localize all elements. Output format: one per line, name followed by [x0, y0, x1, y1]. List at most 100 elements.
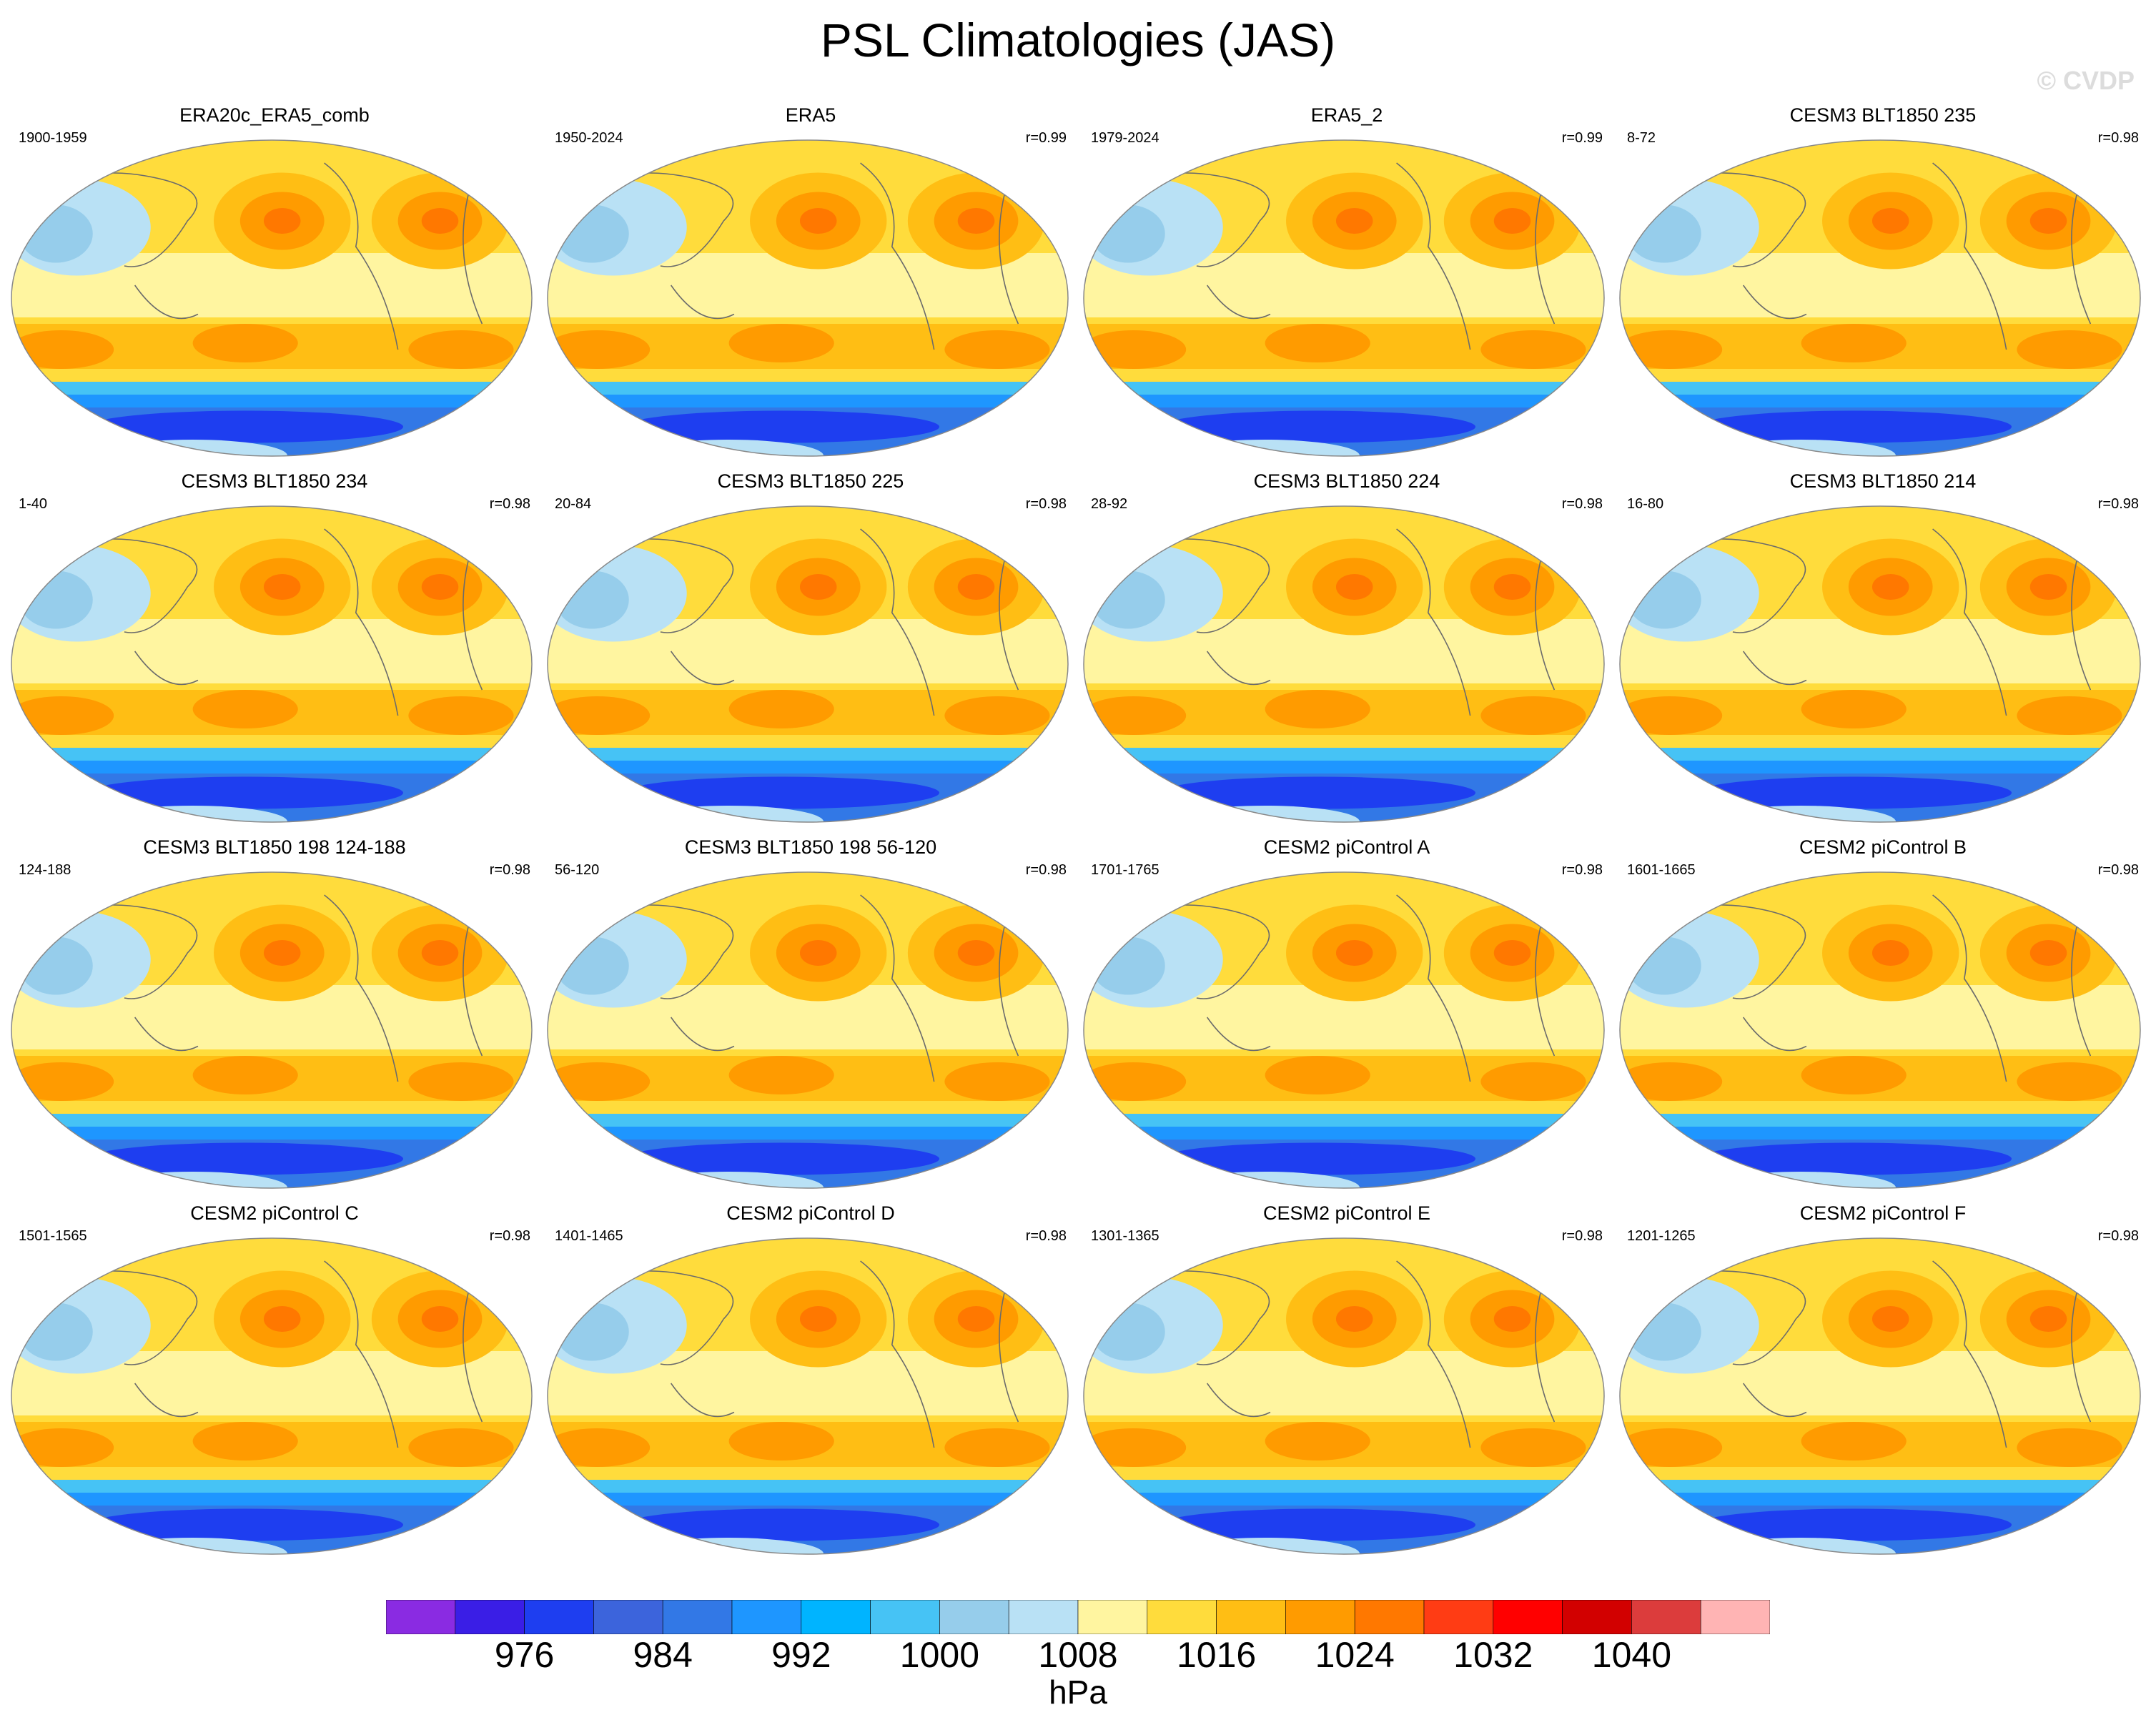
psl-map: [11, 139, 533, 457]
colorbar-units: hPa: [1049, 1674, 1107, 1711]
colorbar-swatch: [524, 1600, 594, 1634]
map-panel: CESM3 BLT1850 225 20-84 r=0.98: [545, 470, 1077, 828]
panel-title: ERA20c_ERA5_comb: [179, 104, 370, 126]
psl-map: [1619, 505, 2141, 823]
colorbar-swatch: [1147, 1600, 1217, 1634]
panel-title: CESM3 BLT1850 225: [717, 470, 904, 492]
psl-map: [1619, 1237, 2141, 1555]
panel-years: 1900-1959: [19, 130, 87, 146]
panel-title: CESM3 BLT1850 235: [1789, 104, 1977, 126]
panel-years: 1979-2024: [1091, 130, 1159, 146]
psl-map: [547, 139, 1069, 457]
map-panel: CESM3 BLT1850 224 28-92 r=0.98: [1081, 470, 1613, 828]
map-panel: CESM2 piControl C 1501-1565 r=0.98: [9, 1202, 540, 1560]
map-panel: CESM2 piControl D 1401-1465 r=0.98: [545, 1202, 1077, 1560]
colorbar-swatch: [1562, 1600, 1632, 1634]
panel-years: 8-72: [1627, 130, 1656, 146]
panel-years: 20-84: [555, 496, 592, 512]
psl-map: [1083, 1237, 1605, 1555]
colorbar-swatch: [1077, 1600, 1148, 1634]
colorbar-swatch: [1285, 1600, 1355, 1634]
colorbar-swatch: [662, 1600, 733, 1634]
psl-map: [1083, 139, 1605, 457]
map-panel: CESM3 BLT1850 198 56-120 56-120 r=0.98: [545, 836, 1077, 1194]
map-panel: CESM3 BLT1850 235 8-72 r=0.98: [1617, 104, 2149, 462]
psl-map: [547, 871, 1069, 1189]
panel-title: CESM2 piControl D: [726, 1202, 895, 1224]
panel-pattern-correlation: r=0.98: [489, 862, 530, 878]
panel-years: 1501-1565: [19, 1228, 87, 1244]
map-panel: ERA5 1950-2024 r=0.99: [545, 104, 1077, 462]
panel-title: CESM2 piControl C: [190, 1202, 359, 1224]
map-panel: ERA20c_ERA5_comb 1900-1959: [9, 104, 540, 462]
panel-years: 1950-2024: [555, 130, 623, 146]
map-panel: CESM3 BLT1850 198 124-188 124-188 r=0.98: [9, 836, 540, 1194]
panel-pattern-correlation: r=0.98: [1025, 496, 1067, 512]
panel-years: 1-40: [19, 496, 48, 512]
panel-years: 1401-1465: [555, 1228, 623, 1244]
map-panel: CESM2 piControl A 1701-1765 r=0.98: [1081, 836, 1613, 1194]
panel-title: CESM2 piControl B: [1799, 836, 1967, 858]
panel-pattern-correlation: r=0.98: [489, 1228, 530, 1244]
colorbar-tick-label: 1008: [1038, 1635, 1118, 1675]
map-panel: CESM2 piControl B 1601-1665 r=0.98: [1617, 836, 2149, 1194]
colorbar-swatch: [1354, 1600, 1425, 1634]
watermark: © CVDP: [2037, 66, 2135, 95]
colorbar-tick-label: 1024: [1315, 1635, 1395, 1675]
map-panel: CESM3 BLT1850 234 1-40 r=0.98: [9, 470, 540, 828]
panel-title: CESM3 BLT1850 214: [1789, 470, 1977, 492]
colorbar-tick-labels: 976 984 992 1000 1008 1016 1024 1032 1040: [0, 1634, 2156, 1677]
map-panel: CESM3 BLT1850 214 16-80 r=0.98: [1617, 470, 2149, 828]
colorbar-swatch: [1493, 1600, 1563, 1634]
colorbar-tick-label: 1016: [1176, 1635, 1257, 1675]
colorbar-swatch: [455, 1600, 525, 1634]
colorbar-tick-label: 1000: [899, 1635, 980, 1675]
panel-title: ERA5: [785, 104, 836, 126]
panel-title: CESM2 piControl E: [1262, 1202, 1431, 1224]
map-panel: CESM2 piControl F 1201-1265 r=0.98: [1617, 1202, 2149, 1560]
colorbar-swatch: [1216, 1600, 1286, 1634]
colorbar-swatch: [1700, 1600, 1770, 1634]
panel-pattern-correlation: r=0.98: [489, 496, 530, 512]
panel-pattern-correlation: r=0.98: [2097, 1228, 2139, 1244]
map-panel: CESM2 piControl E 1301-1365 r=0.98: [1081, 1202, 1613, 1560]
panel-pattern-correlation: r=0.98: [2097, 496, 2139, 512]
colorbar-tick-label: 976: [494, 1635, 555, 1675]
panel-title: CESM2 piControl A: [1263, 836, 1430, 858]
psl-map: [1083, 871, 1605, 1189]
colorbar-tick-label: 1032: [1453, 1635, 1533, 1675]
colorbar-tick-label: 992: [771, 1635, 831, 1675]
panel-pattern-correlation: r=0.98: [2097, 130, 2139, 146]
colorbar-tick-label: 984: [633, 1635, 693, 1675]
panel-pattern-correlation: r=0.99: [1025, 130, 1067, 146]
panel-years: 1201-1265: [1627, 1228, 1696, 1244]
colorbar-swatch: [1008, 1600, 1079, 1634]
colorbar-swatch: [1423, 1600, 1494, 1634]
panel-pattern-correlation: r=0.98: [1025, 862, 1067, 878]
panel-pattern-correlation: r=0.98: [1561, 1228, 1603, 1244]
panel-years: 1301-1365: [1091, 1228, 1159, 1244]
panel-title: CESM3 BLT1850 198 124-188: [143, 836, 406, 858]
colorbar-swatch: [801, 1600, 871, 1634]
panel-title: CESM2 piControl F: [1799, 1202, 1967, 1224]
colorbar-tick-label: 1040: [1591, 1635, 1672, 1675]
panel-pattern-correlation: r=0.98: [2097, 862, 2139, 878]
panel-title: CESM3 BLT1850 198 56-120: [684, 836, 937, 858]
panel-years: 28-92: [1091, 496, 1128, 512]
colorbar-swatch: [939, 1600, 1009, 1634]
colorbar-swatch: [731, 1600, 802, 1634]
panel-years: 16-80: [1627, 496, 1664, 512]
panel-years: 1601-1665: [1627, 862, 1696, 878]
psl-map: [1619, 139, 2141, 457]
figure-title: PSL Climatologies (JAS): [820, 14, 1336, 66]
panel-pattern-correlation: r=0.98: [1561, 862, 1603, 878]
map-panel: ERA5_2 1979-2024 r=0.99: [1081, 104, 1613, 462]
panel-title: ERA5_2: [1310, 104, 1383, 126]
colorbar-swatch: [1631, 1600, 1701, 1634]
colorbar: [386, 1600, 1770, 1634]
panel-pattern-correlation: r=0.98: [1025, 1228, 1067, 1244]
psl-map: [1083, 505, 1605, 823]
panel-years: 124-188: [19, 862, 71, 878]
panel-title: CESM3 BLT1850 234: [181, 470, 368, 492]
psl-map: [547, 505, 1069, 823]
